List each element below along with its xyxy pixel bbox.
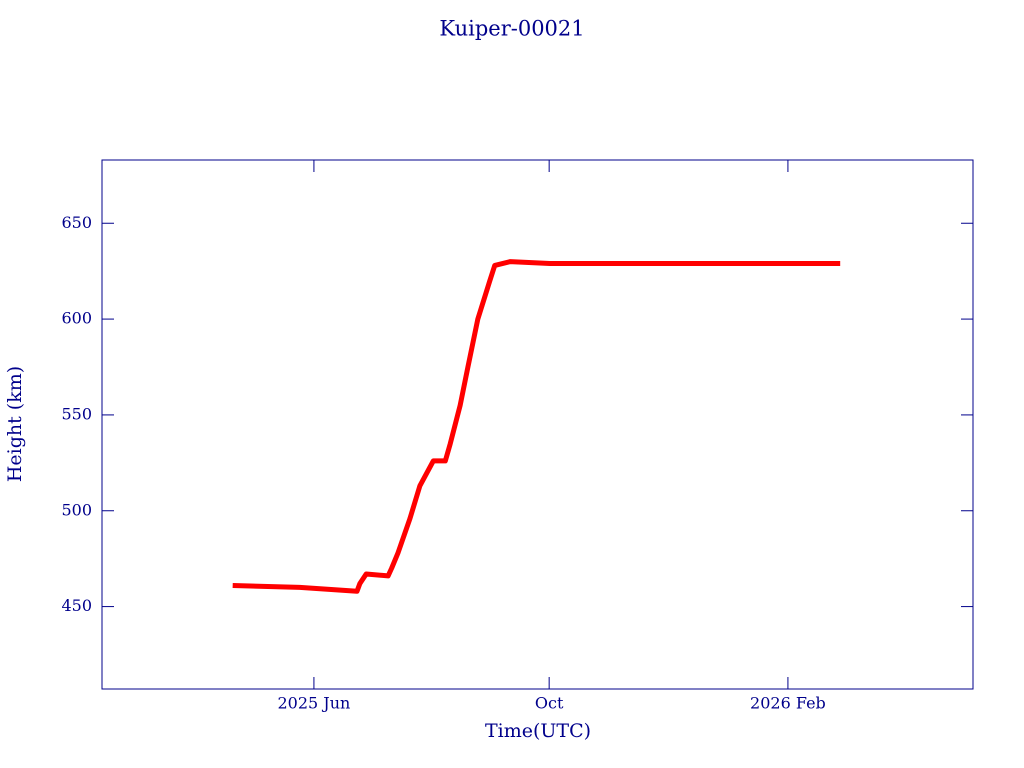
y-tick-label: 550: [61, 404, 92, 423]
plot-frame: [101, 159, 974, 690]
y-tick-label: 650: [61, 213, 92, 232]
x-tick-label: 2025 Jun: [278, 694, 351, 713]
x-tick-label: 2026 Feb: [750, 694, 826, 713]
y-tick-label: 500: [61, 500, 92, 519]
y-tick-label: 450: [61, 596, 92, 615]
y-tick-label: 600: [61, 309, 92, 328]
x-tick-label: Oct: [535, 694, 564, 713]
y-axis-label: Height (km): [4, 366, 26, 482]
chart-title: Kuiper-00021: [439, 17, 584, 41]
data-line: [232, 259, 841, 594]
x-axis-label: Time(UTC): [485, 720, 591, 742]
